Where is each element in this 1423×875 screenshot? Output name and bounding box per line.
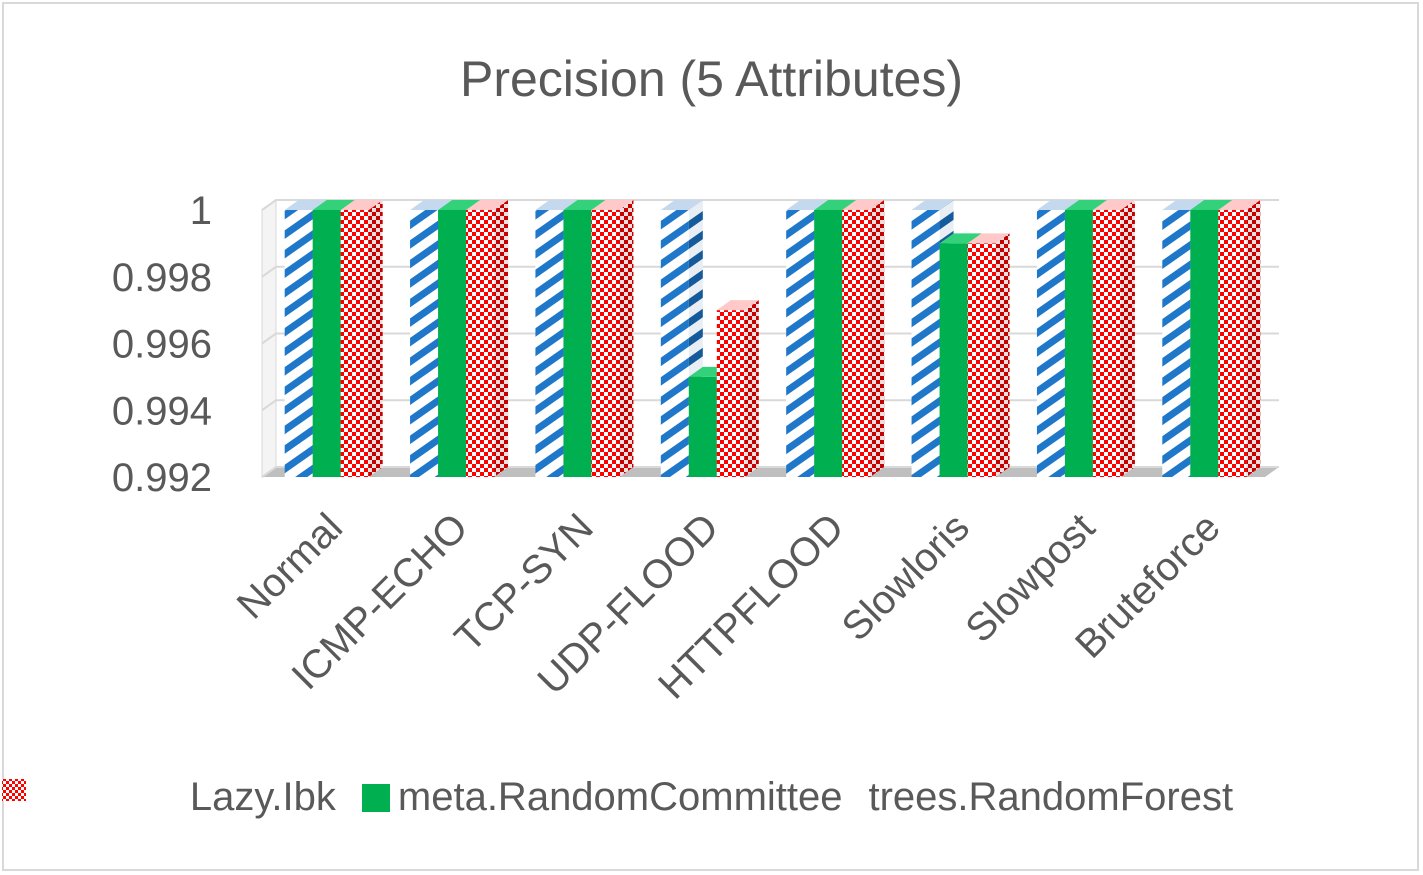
legend-swatch-checker bbox=[2, 779, 26, 801]
bar-front bbox=[842, 210, 871, 477]
bar-top bbox=[340, 200, 383, 210]
bar-side bbox=[619, 200, 634, 477]
bar-side bbox=[744, 300, 759, 477]
bar-side bbox=[995, 233, 1010, 477]
legend-item-series-2: meta.RandomCommittee bbox=[361, 775, 843, 820]
legend-item-series-1: Lazy.Ibk bbox=[2, 775, 336, 820]
chart-title: Precision (5 Attributes) bbox=[460, 51, 963, 107]
bar-front bbox=[284, 210, 313, 477]
legend: Lazy.Ibk meta.RandomCommittee trees.Rand… bbox=[0, 775, 1423, 820]
legend-label-series-1: Lazy.Ibk bbox=[189, 775, 336, 819]
bar-trees-randomforest-slowloris bbox=[967, 233, 1010, 477]
y-tick-label: 0.994 bbox=[112, 389, 212, 433]
bar-front bbox=[911, 210, 940, 477]
bar-front bbox=[340, 210, 369, 477]
bar-trees-randomforest-udp-flood bbox=[716, 300, 759, 477]
legend-label-series-3: trees.RandomForest bbox=[868, 775, 1234, 819]
bar-front bbox=[1218, 210, 1247, 477]
bar-side bbox=[368, 200, 383, 477]
bar-front bbox=[716, 310, 745, 477]
bar-trees-randomforest-tcp-syn bbox=[591, 200, 634, 477]
bar-front bbox=[1036, 210, 1065, 477]
bar-front bbox=[591, 210, 620, 477]
bar-top bbox=[466, 200, 509, 210]
bar-top bbox=[967, 233, 1010, 244]
bar-top bbox=[660, 200, 703, 210]
legend-label-series-2: meta.RandomCommittee bbox=[397, 775, 843, 819]
y-tick-label: 0.992 bbox=[112, 456, 212, 500]
bar-front bbox=[535, 210, 564, 477]
bar-front bbox=[563, 210, 592, 477]
bar-front bbox=[1064, 210, 1093, 477]
bar-top bbox=[591, 200, 634, 210]
bar-side bbox=[870, 200, 885, 477]
bar-top bbox=[1218, 200, 1261, 210]
bar-side bbox=[1246, 200, 1261, 477]
bar-front bbox=[1162, 210, 1191, 477]
bar-trees-randomforest-icmp-echo bbox=[466, 200, 509, 477]
bar-front bbox=[786, 210, 815, 477]
legend-swatch-solid bbox=[361, 783, 390, 812]
y-tick-label: 0.998 bbox=[112, 256, 212, 300]
bar-trees-randomforest-slowpost bbox=[1092, 200, 1135, 477]
bar-front bbox=[660, 210, 689, 477]
bar-front bbox=[688, 376, 717, 477]
bars bbox=[284, 200, 1261, 477]
bar-front bbox=[312, 210, 341, 477]
legend-item-series-3: trees.RandomForest bbox=[2, 775, 1234, 820]
x-category-label: Slowloris bbox=[834, 505, 978, 649]
bar-front bbox=[814, 210, 843, 477]
y-axis-ticks: 0.992 0.994 0.996 0.998 1 bbox=[112, 189, 212, 500]
bar-front bbox=[1190, 210, 1219, 477]
bar-front bbox=[967, 243, 996, 477]
plot-floor bbox=[262, 467, 1279, 477]
x-axis-categories: NormalICMP-ECHOTCP-SYNUDP-FLOODHTTPFLOOD… bbox=[229, 505, 1229, 707]
bar-top bbox=[1092, 200, 1135, 210]
bar-trees-randomforest-httpflood bbox=[842, 200, 885, 477]
bar-side bbox=[494, 200, 509, 477]
bar-front bbox=[1092, 210, 1121, 477]
bar-front bbox=[939, 243, 968, 477]
bar-front bbox=[410, 210, 439, 477]
bar-trees-randomforest-bruteforce bbox=[1218, 200, 1261, 477]
bar-top bbox=[911, 200, 954, 210]
bar-front bbox=[466, 210, 495, 477]
bar-top bbox=[716, 300, 759, 311]
y-tick-label: 0.996 bbox=[112, 323, 212, 367]
x-category-label: Normal bbox=[229, 505, 351, 627]
bar-side bbox=[1120, 200, 1135, 477]
bar-trees-randomforest-normal bbox=[340, 200, 383, 477]
bar-front bbox=[438, 210, 467, 477]
y-tick-label: 1 bbox=[190, 189, 212, 233]
bar-top bbox=[842, 200, 885, 210]
